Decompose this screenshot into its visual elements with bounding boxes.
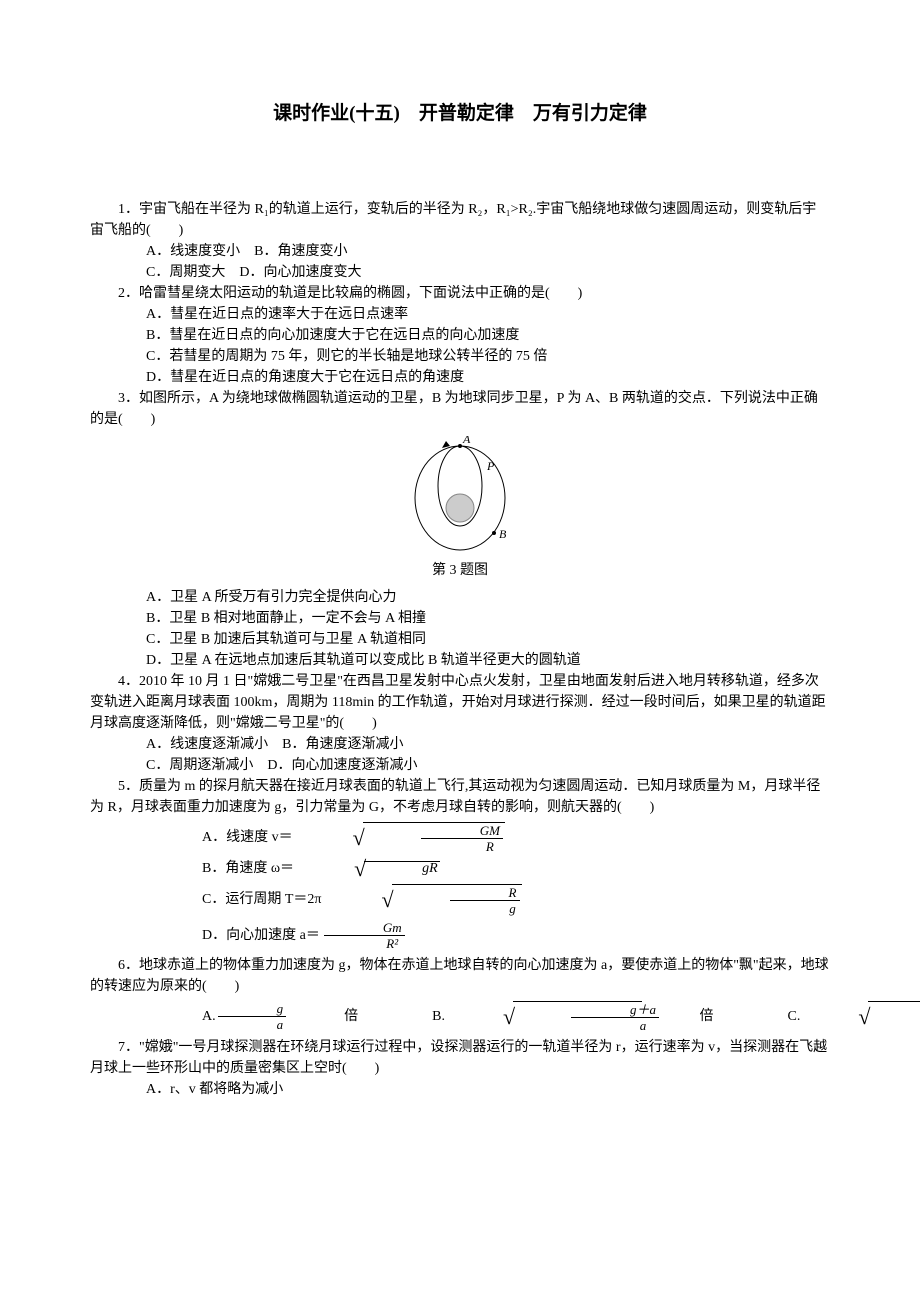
q6-optB-num: g＋a [571, 1002, 659, 1018]
q1-text: 1．宇宙飞船在半径为 R₁的轨道上运行，变轨后的半径为 R₂，R₁>R₂.宇宙飞… [90, 199, 830, 241]
arrow-icon [442, 441, 450, 448]
q5-optA-num: GM [421, 823, 503, 839]
q5-optC: C．运行周期 T＝2π √ Rg [90, 884, 830, 916]
q2-optB: B．彗星在近日点的向心加速度大于它在远日点的向心加速度 [90, 325, 830, 346]
page-title: 课时作业(十五) 开普勒定律 万有引力定律 [90, 100, 830, 129]
q4-text: 4．2010 年 10 月 1 日"嫦娥二号卫星"在西昌卫星发射中心点火发射，卫… [90, 671, 830, 734]
q7-text: 7．"嫦娥"一号月球探测器在环绕月球运行过程中，设探测器运行的一轨道半径为 r，… [90, 1037, 830, 1079]
q5-optA-label: A．线速度 v＝ [146, 827, 293, 848]
q5-optD-den: R² [327, 936, 401, 951]
q5-optC-num: R [450, 885, 520, 901]
label-p: P [486, 459, 495, 473]
q3-figure: A P B 第 3 题图 [90, 436, 830, 581]
q6-text: 6．地球赤道上的物体重力加速度为 g，物体在赤道上地球自转的向心加速度为 a，要… [90, 955, 830, 997]
q5-optB-label: B．角速度 ω＝ [146, 858, 294, 879]
q5-optC-label: C．运行周期 T＝2π [146, 889, 321, 910]
q6-optA-suffix: 倍 [288, 1006, 358, 1027]
q6-optA-num: g [218, 1001, 287, 1017]
sqrt-icon: √ Rg [325, 884, 521, 916]
q6-options: A. ga 倍 B. √g＋aa 倍 C. √g－aa 倍 D. √ga 倍 [90, 1001, 830, 1033]
q1-optD: D．向心加速度变大 [239, 265, 361, 280]
point-b [492, 531, 496, 535]
q7-optA: A．r、v 都将略为减小 [90, 1079, 830, 1100]
q3-optC: C．卫星 B 加速后其轨道可与卫星 A 轨道相同 [90, 629, 830, 650]
q4-options-cd: C．周期逐渐减小 D．向心加速度逐渐减小 [90, 755, 830, 776]
q6-labelC: C. [732, 1006, 801, 1027]
q2-optD: D．彗星在近日点的角速度大于它在远日点的角速度 [90, 367, 830, 388]
q6-labelB: B. [376, 1006, 445, 1027]
q3-text: 3．如图所示，A 为绕地球做椭圆轨道运动的卫星，B 为地球同步卫星，P 为 A、… [90, 388, 830, 430]
q3-optD: D．卫星 A 在远地点加速后其轨道可以变成比 B 轨道半径更大的圆轨道 [90, 650, 830, 671]
q6-optA: A. ga 倍 [146, 1001, 358, 1032]
q6-optB-den: a [581, 1018, 650, 1033]
q3-caption: 第 3 题图 [90, 560, 830, 581]
q4-optD: D．向心加速度逐渐减小 [267, 758, 417, 773]
q5-optC-den: g [450, 901, 519, 916]
earth-icon [446, 494, 474, 522]
q5-optD: D．向心加速度 a＝ GmR² [90, 920, 830, 951]
q1-optC: C．周期变大 [146, 265, 225, 280]
q6-optB: B. √g＋aa 倍 [376, 1001, 713, 1033]
q2-optA: A．彗星在近日点的速率大于在远日点速率 [90, 304, 830, 325]
orbit-diagram: A P B [405, 436, 515, 551]
q5-optA-den: R [427, 839, 497, 854]
q5-optD-label: D．向心加速度 a＝ [146, 925, 320, 946]
q4-optA: A．线速度逐渐减小 [146, 737, 268, 752]
point-a [458, 444, 462, 448]
q5-optB: B．角速度 ω＝ √ gR [90, 858, 830, 880]
q1-optA: A．线速度变小 [146, 244, 240, 259]
q5-optD-num: Gm [324, 920, 405, 936]
q5-optA: A．线速度 v＝ √ GMR [90, 822, 830, 854]
q2-text: 2．哈雷彗星绕太阳运动的轨道是比较扁的椭圆，下面说法中正确的是( ) [90, 283, 830, 304]
sqrt-icon: √ GMR [297, 822, 505, 854]
q4-options-ab: A．线速度逐渐减小 B．角速度逐渐减小 [90, 734, 830, 755]
q5-optB-content: gR [364, 861, 440, 876]
q6-optC: C. √g－aa 倍 [732, 1001, 920, 1033]
q5-text: 5．质量为 m 的探月航天器在接近月球表面的轨道上飞行,其运动视为匀速圆周运动．… [90, 776, 830, 818]
q2-optC: C．若彗星的周期为 75 年，则它的半长轴是地球公转半径的 75 倍 [90, 346, 830, 367]
q3-optB: B．卫星 B 相对地面静止，一定不会与 A 相撞 [90, 608, 830, 629]
q1-options-ab: A．线速度变小 B．角速度变小 [90, 241, 830, 262]
q4-optC: C．周期逐渐减小 [146, 758, 253, 773]
label-b: B [499, 527, 507, 541]
q4-optB: B．角速度逐渐减小 [282, 737, 403, 752]
q1-options-cd: C．周期变大 D．向心加速度变大 [90, 262, 830, 283]
q6-optA-den: a [218, 1017, 287, 1032]
sqrt-icon: √ gR [298, 858, 440, 880]
q6-labelA: A. [146, 1006, 216, 1027]
label-a: A [462, 436, 471, 446]
q3-optA: A．卫星 A 所受万有引力完全提供向心力 [90, 587, 830, 608]
q1-optB: B．角速度变小 [254, 244, 347, 259]
